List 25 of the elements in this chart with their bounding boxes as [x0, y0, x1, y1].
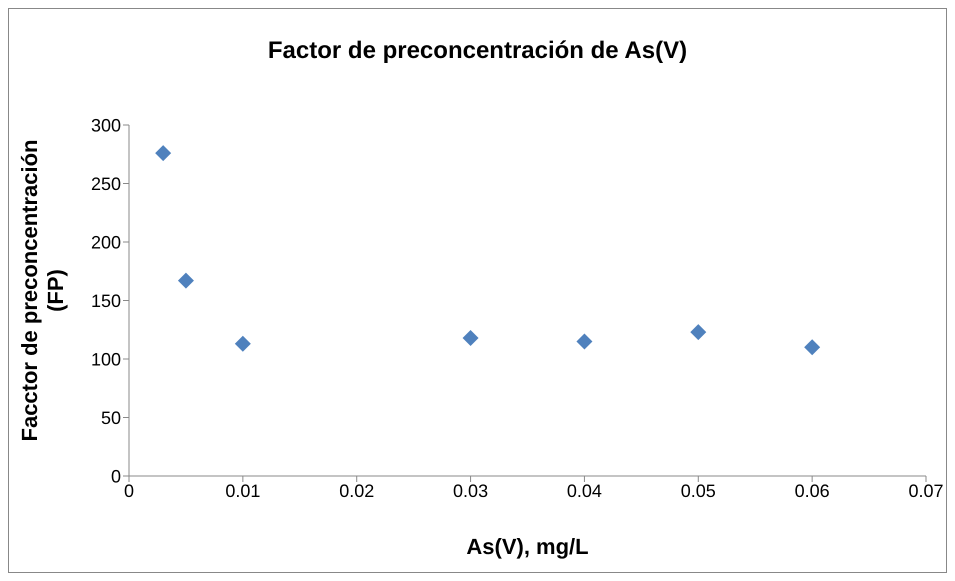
y-tick-label: 250: [90, 174, 121, 194]
point: [576, 333, 592, 350]
y-tick-label: 50: [100, 408, 121, 428]
x-tick-label: 0.03: [453, 480, 488, 501]
x-tick-label: 0.05: [680, 480, 716, 501]
y-tick-label: 100: [90, 349, 121, 370]
point: [804, 339, 820, 356]
y-tick-label: 150: [90, 290, 121, 311]
point: [178, 272, 194, 289]
point: [234, 336, 251, 352]
x-tick-label: 0.07: [908, 480, 944, 501]
x-axis-title: As(V), mg/L: [466, 534, 589, 559]
x-tick-label: 0.02: [339, 480, 374, 501]
point: [155, 145, 172, 162]
chart-title: Factor de preconcentración de As(V): [266, 37, 688, 65]
x-tick-label: 0: [124, 480, 134, 501]
y-axis-title: Facctor de preconcentración (FP): [17, 140, 68, 442]
point: [462, 330, 479, 346]
point: [690, 324, 706, 340]
y-tick-label: 0: [110, 466, 121, 486]
x-tick-label: 0.06: [794, 480, 830, 501]
x-tick-label: 0.01: [225, 480, 260, 501]
y-tick-label: 200: [90, 232, 121, 252]
y-tick-label: 300: [90, 115, 121, 136]
x-tick-label: 0.04: [566, 480, 602, 501]
